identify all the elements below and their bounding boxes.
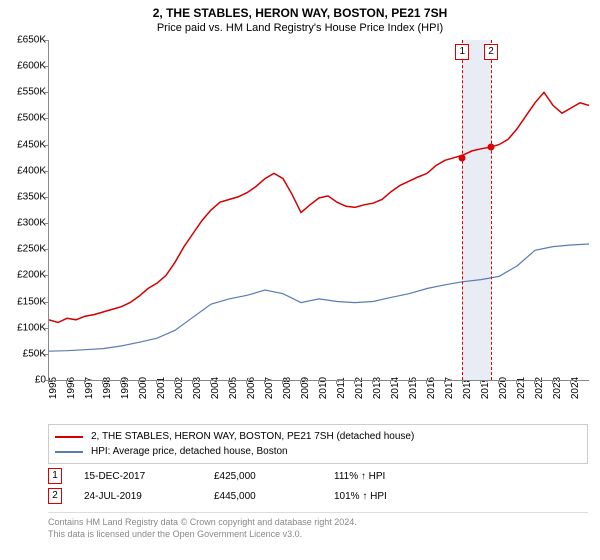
legend-swatch <box>55 451 83 453</box>
y-tick-label: £500K <box>17 113 46 124</box>
sale-hpi: 101% ↑ HPI <box>334 491 454 502</box>
y-tick-label: £650K <box>17 35 46 46</box>
marker-line <box>491 40 492 380</box>
sale-date: 15-DEC-2017 <box>84 471 214 482</box>
sale-date: 24-JUL-2019 <box>84 491 214 502</box>
sale-number: 1 <box>48 468 62 484</box>
y-tick-label: £100K <box>17 322 46 333</box>
y-tick-label: £400K <box>17 165 46 176</box>
marker-dot <box>459 154 466 161</box>
marker-number: 1 <box>455 44 469 60</box>
y-tick-label: £200K <box>17 270 46 281</box>
page-subtitle: Price paid vs. HM Land Registry's House … <box>0 20 600 34</box>
y-tick-label: £150K <box>17 296 46 307</box>
sale-price: £425,000 <box>214 471 334 482</box>
sale-row: 2 24-JUL-2019£445,000101% ↑ HPI <box>48 486 588 506</box>
y-tick-label: £250K <box>17 244 46 255</box>
legend: 2, THE STABLES, HERON WAY, BOSTON, PE21 … <box>48 424 588 464</box>
sales-table: 1 15-DEC-2017£425,000111% ↑ HPI 2 24-JUL-20… <box>48 466 588 506</box>
footnote: Contains HM Land Registry data © Crown c… <box>48 512 588 540</box>
marker-number: 2 <box>484 44 498 60</box>
y-tick-label: £300K <box>17 218 46 229</box>
sale-number: 2 <box>48 488 62 504</box>
plot-area: 12 <box>48 40 589 381</box>
series-property <box>49 92 589 322</box>
y-tick-label: £600K <box>17 61 46 72</box>
legend-swatch <box>55 436 83 438</box>
marker-dot <box>488 144 495 151</box>
legend-item: 2, THE STABLES, HERON WAY, BOSTON, PE21 … <box>55 429 581 444</box>
marker-line <box>462 40 463 380</box>
chart: £0£50K£100K£150K£200K£250K£300K£350K£400… <box>0 40 600 420</box>
y-tick-label: £50K <box>23 348 46 359</box>
y-tick-label: £550K <box>17 87 46 98</box>
sale-row: 1 15-DEC-2017£425,000111% ↑ HPI <box>48 466 588 486</box>
sale-price: £445,000 <box>214 491 334 502</box>
sale-hpi: 111% ↑ HPI <box>334 471 454 482</box>
y-tick-label: £350K <box>17 191 46 202</box>
legend-label: 2, THE STABLES, HERON WAY, BOSTON, PE21 … <box>91 431 414 442</box>
series-hpi <box>49 244 589 351</box>
y-tick-label: £450K <box>17 139 46 150</box>
page-title: 2, THE STABLES, HERON WAY, BOSTON, PE21 … <box>0 0 600 20</box>
legend-label: HPI: Average price, detached house, Bost… <box>91 446 288 457</box>
legend-item: HPI: Average price, detached house, Bost… <box>55 444 581 459</box>
